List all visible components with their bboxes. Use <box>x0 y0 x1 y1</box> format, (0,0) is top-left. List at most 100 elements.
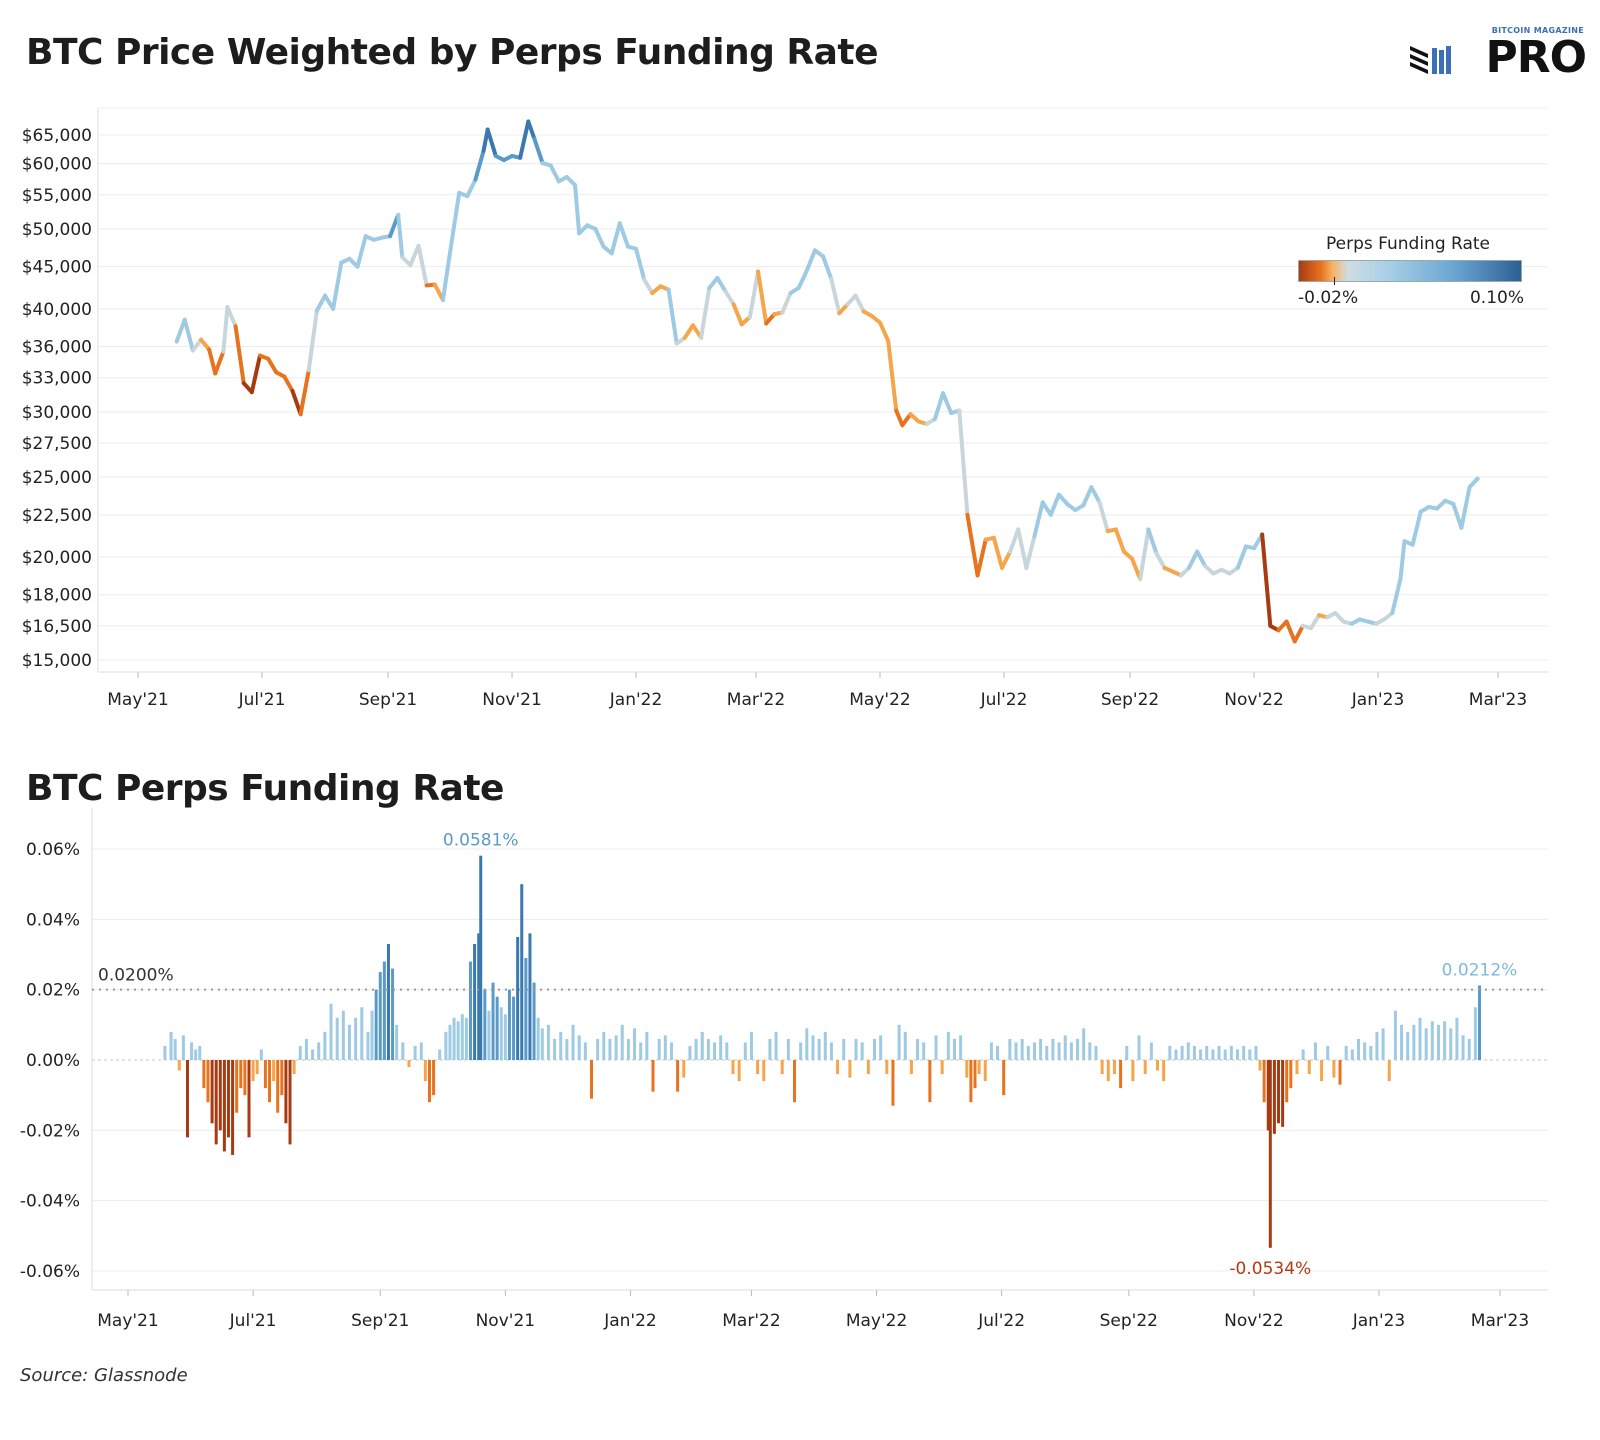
funding-bar <box>1199 1049 1203 1060</box>
funding-bar <box>1375 1031 1379 1060</box>
price-line-segment <box>213 349 226 376</box>
funding-bar <box>1393 1010 1397 1060</box>
funding-bar <box>1020 1038 1024 1060</box>
funding-bar <box>169 1031 173 1060</box>
funding-bar <box>1272 1060 1276 1134</box>
logo-bars-icon <box>1410 46 1451 74</box>
funding-bar <box>854 1038 858 1060</box>
funding-bar <box>1436 1024 1440 1060</box>
price-line-segment <box>225 305 238 329</box>
price-x-tick-label: Jan'23 <box>1351 690 1405 710</box>
funding-bar <box>473 943 477 1060</box>
price-line-segment <box>1467 476 1480 490</box>
funding-bar <box>743 1042 747 1060</box>
funding-bar <box>1461 1035 1465 1060</box>
funding-bar <box>202 1060 206 1089</box>
price-line-segment <box>1016 527 1029 570</box>
funding-bar <box>395 1024 399 1060</box>
funding-bar <box>323 1031 327 1060</box>
funding-bar <box>468 961 472 1060</box>
funding-bar <box>1473 1007 1477 1060</box>
funding-bar <box>280 1060 284 1096</box>
price-x-tick-label: Sep'22 <box>1101 690 1159 710</box>
funding-x-tick-label: Sep'21 <box>351 1311 409 1331</box>
funding-bar <box>620 1024 624 1060</box>
price-y-tick-label: $65,000 <box>22 126 92 146</box>
price-line-segment <box>723 289 736 307</box>
funding-bar <box>897 1024 901 1060</box>
funding-x-tick-label: Nov'21 <box>476 1311 535 1331</box>
funding-bar <box>848 1060 852 1078</box>
funding-bar <box>928 1060 932 1103</box>
funding-bar <box>1338 1060 1342 1085</box>
funding-bar <box>1301 1049 1305 1060</box>
price-line-segment <box>416 243 429 288</box>
funding-bar <box>799 1042 803 1060</box>
price-y-tick-label: $55,000 <box>22 186 92 206</box>
funding-bar <box>1174 1049 1178 1060</box>
funding-bar <box>516 936 520 1060</box>
price-x-tick-label: Mar'22 <box>727 690 785 710</box>
funding-x-tick-label: May'22 <box>846 1311 907 1331</box>
funding-bar <box>688 1045 692 1060</box>
price-line-segment <box>314 293 328 313</box>
price-line-segment <box>573 183 582 236</box>
price-line-segment <box>355 234 368 269</box>
funding-bar <box>427 1060 431 1103</box>
funding-y-tick-label: -0.04% <box>20 1192 80 1212</box>
funding-bar <box>499 1007 503 1060</box>
price-line-segment <box>894 408 905 428</box>
funding-bar <box>651 1060 655 1092</box>
funding-bar <box>503 1014 507 1060</box>
funding-bar <box>1344 1045 1348 1060</box>
funding-bar <box>268 1060 272 1103</box>
price-line-segment <box>764 312 777 326</box>
funding-bar <box>725 1042 729 1060</box>
funding-annotation-label: 0.0212% <box>1442 960 1518 980</box>
price-line-segment <box>1260 532 1273 628</box>
funding-bar <box>163 1045 167 1060</box>
funding-bar <box>1119 1060 1123 1089</box>
funding-bar <box>288 1060 292 1145</box>
funding-bar <box>1026 1045 1030 1060</box>
price-line-segment <box>190 337 204 353</box>
price-line-segment <box>440 243 454 302</box>
price-y-tick-label: $16,500 <box>22 617 92 637</box>
funding-x-tick-label: Jan'22 <box>603 1311 657 1331</box>
funding-bar <box>214 1060 218 1145</box>
funding-bar <box>1156 1060 1160 1071</box>
funding-bar <box>528 933 532 1060</box>
price-line-segment <box>1032 500 1045 539</box>
price-y-tick-label: $30,000 <box>22 403 92 423</box>
price-y-tick-label: $15,000 <box>22 651 92 671</box>
funding-bar <box>836 1060 840 1075</box>
price-line-segment <box>548 163 561 184</box>
funding-bar <box>633 1028 637 1060</box>
funding-bar <box>456 1021 460 1060</box>
funding-bar <box>413 1045 417 1060</box>
funding-bar <box>1039 1038 1043 1060</box>
funding-bar <box>565 1038 569 1060</box>
funding-bar <box>423 1060 427 1082</box>
funding-bar <box>1320 1060 1324 1082</box>
funding-bar <box>973 1060 977 1089</box>
funding-bar <box>1430 1021 1434 1060</box>
price-chart: $65,000 $60,000 $55,000 $50,000 $45,000 $40,0… <box>22 107 1548 710</box>
funding-x-tick-label: Sep'22 <box>1100 1311 1158 1331</box>
funding-bar <box>879 1035 883 1060</box>
price-line-segment <box>878 320 891 343</box>
price-line-segment <box>1081 485 1094 508</box>
funding-bar <box>842 1038 846 1060</box>
price-line-segment <box>666 287 679 346</box>
price-line-segment <box>526 119 537 141</box>
funding-bar <box>823 1031 827 1060</box>
price-line-segment <box>634 246 647 282</box>
funding-bar <box>546 1024 550 1060</box>
price-line-segment <box>1187 549 1200 570</box>
funding-y-tick-label: 0.02% <box>26 981 80 1001</box>
price-line-segment <box>473 148 486 182</box>
funding-bar <box>762 1060 766 1082</box>
funding-bar <box>532 982 536 1060</box>
funding-bar <box>1400 1024 1404 1060</box>
price-line-segment <box>886 338 899 413</box>
